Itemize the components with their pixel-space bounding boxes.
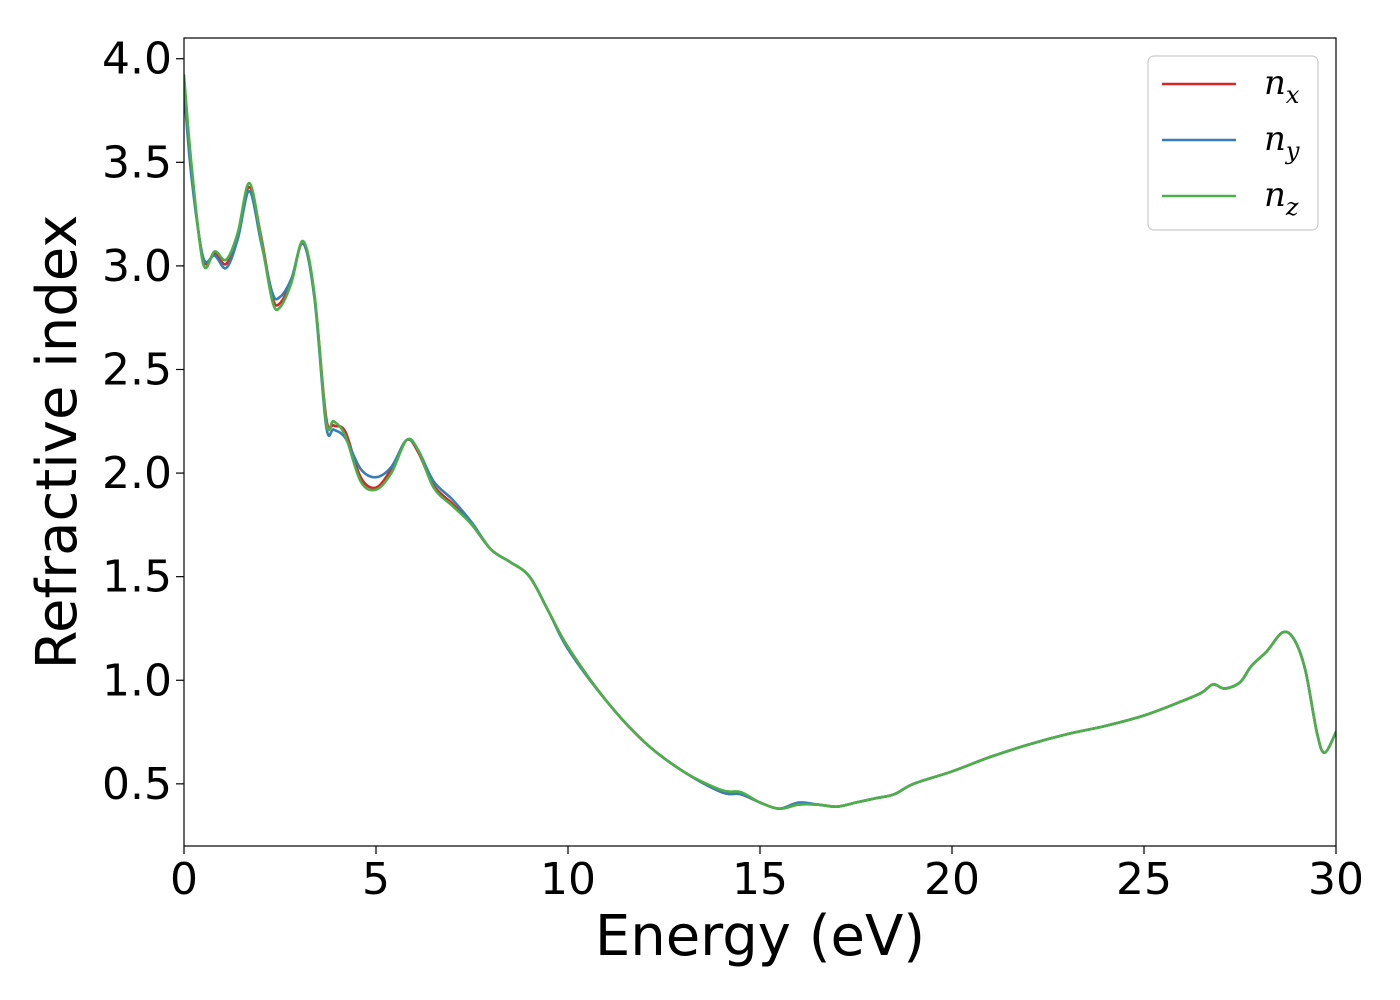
- y-tick-label: 3.5: [102, 137, 172, 188]
- y-tick-label: 2.5: [102, 344, 172, 395]
- x-tick-label: 25: [1116, 854, 1172, 905]
- x-axis-label: Energy (eV): [595, 904, 925, 969]
- x-tick-label: 20: [924, 854, 980, 905]
- y-tick-label: 2.0: [102, 448, 172, 499]
- y-axis-label: Refractive index: [25, 215, 90, 670]
- y-tick-label: 3.0: [102, 241, 172, 292]
- y-axis-ticks: 0.5 1.0 1.5 2.0 2.5 3.0 3.5 4.0: [102, 34, 184, 810]
- y-tick-label: 1.0: [102, 655, 172, 706]
- x-axis-ticks: 0 5 10 15 20 25 30: [170, 846, 1364, 905]
- x-tick-label: 10: [540, 854, 596, 905]
- x-tick-label: 0: [170, 854, 198, 905]
- x-tick-label: 15: [732, 854, 788, 905]
- y-tick-label: 4.0: [102, 34, 172, 85]
- x-tick-label: 5: [362, 854, 390, 905]
- y-tick-label: 0.5: [102, 759, 172, 810]
- y-tick-label: 1.5: [102, 552, 172, 603]
- x-tick-label: 30: [1308, 854, 1364, 905]
